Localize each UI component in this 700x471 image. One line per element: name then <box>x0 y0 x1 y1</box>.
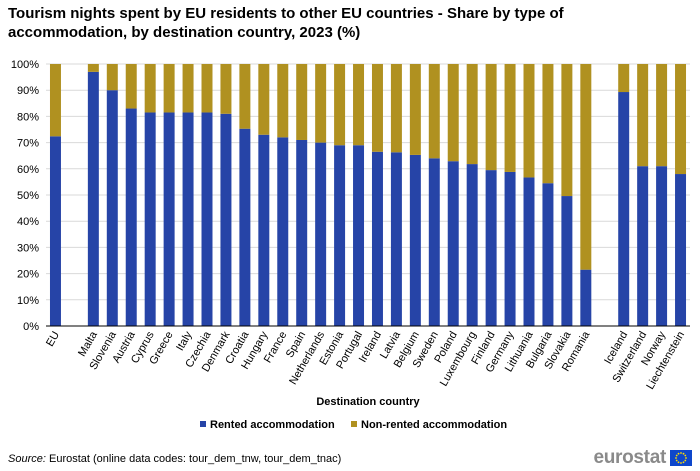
eurostat-logo: eurostat <box>593 447 692 469</box>
bar-rented-accommodation <box>201 112 213 326</box>
bar-non-rented-accommodation <box>428 64 440 159</box>
y-tick-label: 40% <box>17 216 39 228</box>
source-text: Eurostat (online data codes: tour_dem_tn… <box>48 453 342 465</box>
bar-rented-accommodation <box>485 170 497 326</box>
bar-rented-accommodation <box>656 166 668 326</box>
bar-non-rented-accommodation <box>656 64 668 167</box>
y-tick-label: 70% <box>17 138 39 150</box>
legend-swatch <box>351 421 357 427</box>
y-tick-label: 0% <box>23 321 39 333</box>
bar-non-rented-accommodation <box>353 64 365 146</box>
x-tick-label: EU <box>44 329 62 348</box>
y-tick-label: 50% <box>17 190 39 202</box>
bar-non-rented-accommodation <box>637 64 649 167</box>
bar-non-rented-accommodation <box>182 64 194 113</box>
legend-swatch <box>200 421 206 427</box>
y-tick-label: 10% <box>17 295 39 307</box>
bar-rented-accommodation <box>637 166 649 326</box>
bar-non-rented-accommodation <box>220 64 232 114</box>
bar-non-rented-accommodation <box>390 64 402 153</box>
bar-rented-accommodation <box>523 177 535 326</box>
bar-rented-accommodation <box>87 71 99 326</box>
y-tick-label: 20% <box>17 269 39 281</box>
bar-rented-accommodation <box>390 152 402 326</box>
bar-rented-accommodation <box>182 112 194 326</box>
bar-rented-accommodation <box>258 134 270 326</box>
bar-non-rented-accommodation <box>485 64 497 171</box>
bar-rented-accommodation <box>409 154 421 326</box>
bar-rented-accommodation <box>296 139 308 326</box>
legend-label: Non-rented accommodation <box>361 419 507 431</box>
bar-non-rented-accommodation <box>580 64 592 270</box>
bar-rented-accommodation <box>542 183 554 326</box>
bar-rented-accommodation <box>675 174 687 326</box>
y-tick-label: 30% <box>17 242 39 254</box>
bar-non-rented-accommodation <box>87 64 99 72</box>
source-note: Source: Eurostat (online data codes: tou… <box>8 453 341 465</box>
bar-rented-accommodation <box>334 145 346 326</box>
bar-non-rented-accommodation <box>466 64 478 165</box>
bar-rented-accommodation <box>580 269 592 326</box>
bar-rented-accommodation <box>220 113 232 326</box>
x-axis-title: Destination country <box>316 396 420 408</box>
bar-rented-accommodation <box>618 92 630 326</box>
bar-rented-accommodation <box>49 136 61 326</box>
y-tick-label: 60% <box>17 164 39 176</box>
bar-rented-accommodation <box>163 112 175 326</box>
bar-non-rented-accommodation <box>561 64 573 197</box>
bar-rented-accommodation <box>561 196 573 326</box>
bar-rented-accommodation <box>428 158 440 326</box>
y-tick-label: 100% <box>11 59 39 71</box>
bar-non-rented-accommodation <box>371 64 383 152</box>
bar-non-rented-accommodation <box>239 64 251 129</box>
bar-non-rented-accommodation <box>106 64 118 91</box>
bar-non-rented-accommodation <box>409 64 421 155</box>
bar-non-rented-accommodation <box>125 64 137 109</box>
chart-title: Tourism nights spent by EU residents to … <box>8 5 564 41</box>
bar-non-rented-accommodation <box>334 64 346 146</box>
bar-non-rented-accommodation <box>504 64 516 172</box>
bar-rented-accommodation <box>106 90 118 326</box>
bar-non-rented-accommodation <box>447 64 459 162</box>
bar-non-rented-accommodation <box>523 64 535 178</box>
bar-rented-accommodation <box>239 128 251 326</box>
bar-non-rented-accommodation <box>49 64 61 137</box>
bar-rented-accommodation <box>504 171 516 326</box>
bar-non-rented-accommodation <box>277 64 289 138</box>
bar-rented-accommodation <box>371 151 383 326</box>
bar-rented-accommodation <box>447 161 459 326</box>
bar-non-rented-accommodation <box>315 64 327 143</box>
bar-non-rented-accommodation <box>144 64 156 113</box>
bar-rented-accommodation <box>315 142 327 326</box>
bar-non-rented-accommodation <box>618 64 630 93</box>
bar-rented-accommodation <box>277 137 289 326</box>
y-tick-label: 80% <box>17 111 39 123</box>
eu-flag-icon <box>670 450 692 466</box>
bar-non-rented-accommodation <box>296 64 308 140</box>
bar-non-rented-accommodation <box>675 64 687 175</box>
legend-label: Rented accommodation <box>210 419 335 431</box>
bar-non-rented-accommodation <box>201 64 213 113</box>
bar-non-rented-accommodation <box>258 64 270 135</box>
bar-rented-accommodation <box>466 164 478 326</box>
eurostat-logo-text: eurostat <box>593 447 666 468</box>
bar-non-rented-accommodation <box>542 64 554 184</box>
bar-non-rented-accommodation <box>163 64 175 113</box>
bar-rented-accommodation <box>144 112 156 326</box>
y-tick-label: 90% <box>17 85 39 97</box>
bar-rented-accommodation <box>125 108 137 326</box>
source-label: Source: <box>8 453 46 465</box>
bar-rented-accommodation <box>353 145 365 326</box>
